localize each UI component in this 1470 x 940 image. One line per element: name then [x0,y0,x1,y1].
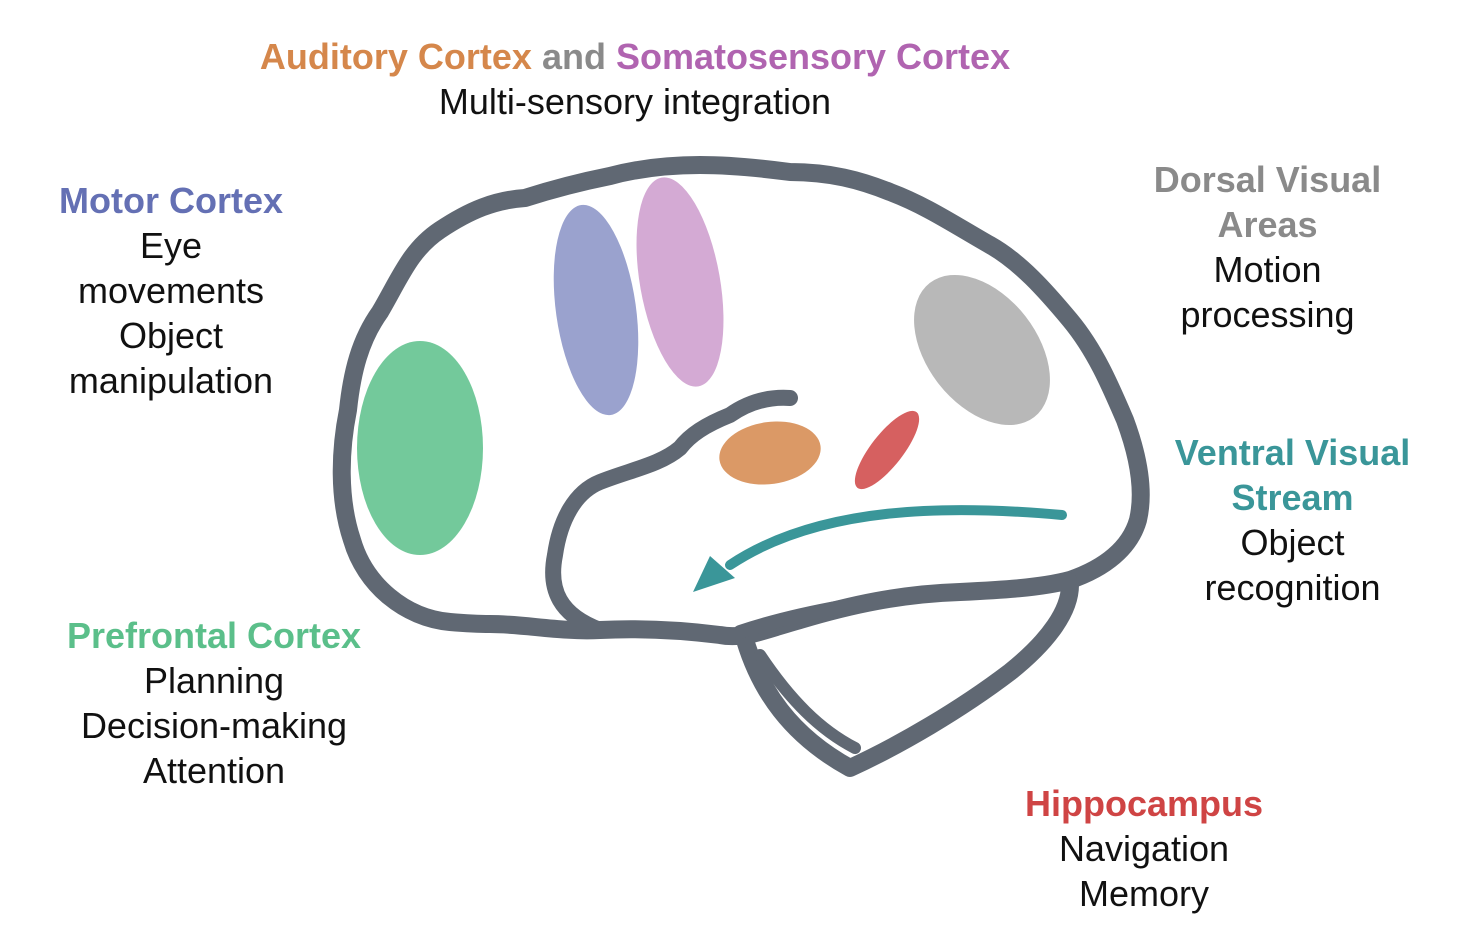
top-label: Auditory Cortex and Somatosensory Cortex… [220,34,1050,124]
ventral-visual-title: Ventral Visual [1174,432,1411,473]
prefrontal-region [357,341,483,555]
motor-function: movements [77,270,265,311]
auditory-region [719,421,821,485]
dorsal-function: processing [1180,294,1355,335]
somatosensory-region [636,177,724,387]
temporal-lobe-outline [545,389,798,638]
prefrontal-function: Decision-making [80,705,348,746]
ventral-visual-title: Stream [1231,477,1354,518]
cerebellum-outline [736,576,1079,777]
prefrontal-function: Attention [142,750,286,791]
ventral-visual-label: Ventral Visual Stream Object recognition [1150,430,1435,610]
cerebellum-inner [754,649,861,754]
ventral-function: Object [1240,522,1345,563]
prefrontal-function: Planning [143,660,285,701]
motor-region [553,204,639,416]
dorsal-visual-title: Areas [1217,204,1318,245]
motor-function: Object [118,315,224,356]
hippocampus-function: Memory [1078,873,1209,914]
ventral-arrow-head-icon [693,556,735,592]
dorsal-visual-region [914,274,1050,426]
motor-cortex-label: Motor Cortex Eye movements Object manipu… [30,178,312,403]
dorsal-function: Motion [1213,249,1322,290]
somatosensory-cortex-title: Somatosensory Cortex [615,36,1011,77]
motor-function: Eye [139,225,203,266]
dorsal-visual-label: Dorsal Visual Areas Motion processing [1130,157,1405,337]
motor-function: manipulation [68,360,274,401]
auditory-cortex-title: Auditory Cortex [259,36,532,77]
hippocampus-function: Navigation [1058,828,1230,869]
multisensory-function: Multi-sensory integration [438,81,832,122]
prefrontal-cortex-label: Prefrontal Cortex Planning Decision-maki… [40,613,388,793]
prefrontal-cortex-title: Prefrontal Cortex [66,615,362,656]
ventral-function: recognition [1204,567,1381,608]
ventral-stream-arrow [725,505,1067,570]
hippocampus-label: Hippocampus Navigation Memory [1000,781,1288,916]
and-connector: and [541,36,606,77]
hippocampus-title: Hippocampus [1024,783,1264,824]
hippocampus-region [854,410,920,490]
motor-cortex-title: Motor Cortex [59,180,283,221]
dorsal-visual-title: Dorsal Visual [1153,159,1382,200]
temporal-lobe-lower [733,573,1077,639]
